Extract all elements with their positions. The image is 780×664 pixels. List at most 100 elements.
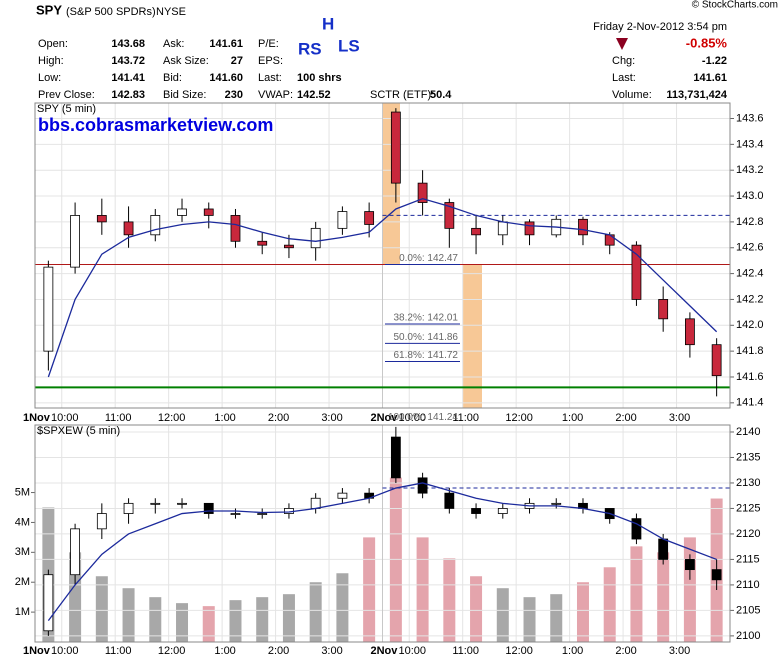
x-tick-label: 10:00 [51,412,79,424]
candle-body [524,221,535,236]
x-tick-label: 1:00 [214,412,235,424]
moving-average [47,197,718,378]
sctr-value: 50.4 [430,89,452,101]
volume-bar [550,594,563,642]
x-tick-label: 11:00 [452,412,479,424]
volume-bar [657,552,670,642]
x-tick-label: 2:00 [268,412,289,424]
y-tick-label: 141.6 [736,371,764,383]
day-label: 1Nov [23,412,51,424]
x-tick-label: 12:00 [505,645,533,657]
candle-body [123,221,134,236]
x-tick-label: 12:00 [158,645,186,657]
y-tick-label: 2135 [736,451,760,463]
stat-value: 143.72 [111,55,145,67]
candle-body [43,574,54,632]
day-label: 2Nov [371,412,399,424]
quote-value: -1.22 [702,55,727,67]
y-tick-label: 142.6 [736,242,764,254]
candle-body [685,559,695,571]
y-tick-label: 2120 [736,528,760,540]
quote-value: 113,731,424 [666,89,727,101]
candle-body [123,502,134,514]
stat-value: 27 [231,55,243,67]
stat-label: EPS: [258,55,283,67]
candle-body [471,508,481,514]
volume-bar [443,558,456,642]
stat-label: P/E: [258,38,279,50]
stat-label: Low: [38,72,61,84]
x-tick-label: 2:00 [615,412,636,424]
y2-tick-label: 4M [15,516,30,528]
x-tick-label: 2:00 [268,645,289,657]
x-tick-label: 1:00 [562,412,583,424]
y2-tick-label: 5M [15,486,30,498]
volume-bar [149,597,162,642]
stat-value: 100 shrs [297,72,342,84]
volume-bar [603,567,616,642]
fib-label: 100.0%: 141.24 [388,412,458,423]
annotation: LS [338,36,360,55]
annotation: RS [298,39,322,58]
stat-value: 143.68 [111,38,145,50]
y-tick-label: 141.4 [736,397,764,409]
candle-body [337,492,348,499]
x-tick-label: 3:00 [321,645,342,657]
stat-value: 230 [225,89,243,101]
watermark: bbs.cobrasmarketview.com [38,115,273,135]
candle-body [631,518,642,540]
security-name: (S&P 500 SPDRs) [66,6,156,18]
x-tick-label: 1:00 [214,645,235,657]
fib-label: 50.0%: 141.86 [394,332,459,343]
y-tick-label: 142.8 [736,216,764,228]
y-tick-label: 143.2 [736,164,764,176]
x-tick-label: 11:00 [105,412,132,424]
day-label: 1Nov [23,645,51,657]
volume-bar [282,594,295,642]
candle-body [390,111,401,184]
x-tick-label: 10:00 [51,645,79,657]
x-tick-label: 12:00 [505,412,533,424]
volume-bar [496,588,509,642]
stat-value: 141.41 [111,72,145,84]
y-tick-label: 2100 [736,630,760,642]
volume-bar [630,546,643,642]
volume-bar [176,603,189,642]
y-tick-label: 2105 [736,604,760,616]
candle-body [230,513,241,515]
y-tick-label: 2125 [736,502,760,514]
quote-label: Volume: [612,89,652,101]
x-tick-label: 3:00 [321,412,342,424]
x-tick-label: 11:00 [105,645,132,657]
candle-body [70,215,80,268]
panel-title: $SPXEW (5 min) [37,425,120,437]
candle-body [390,436,401,479]
y-tick-label: 142.4 [736,267,764,279]
candle-body [658,299,669,320]
y-tick-label: 2140 [736,426,760,438]
fib-label: 61.8%: 141.72 [394,350,459,361]
y-tick-label: 142.2 [736,293,764,305]
volume-bar [523,597,536,642]
volume-bar [576,582,589,642]
candle-body [658,538,669,560]
stat-label: Prev Close: [38,89,95,101]
copyright: © StockCharts.com [692,0,778,11]
x-tick-label: 10:00 [398,645,426,657]
candle-body [284,244,294,249]
stat-value: 142.83 [111,89,145,101]
candle-body [337,211,348,229]
volume-bar [309,582,322,642]
volume-bar [256,597,269,642]
candle-body [203,502,214,514]
timestamp: Friday 2-Nov-2012 3:54 pm [593,21,727,33]
down-arrow [616,38,628,50]
y-tick-label: 143.0 [736,190,764,202]
highlight-band [463,265,482,408]
candle-body [711,569,722,581]
y-tick-label: 2130 [736,477,760,489]
panel-frame [34,424,731,643]
annotation: H [322,14,334,33]
candle-body [631,244,642,300]
